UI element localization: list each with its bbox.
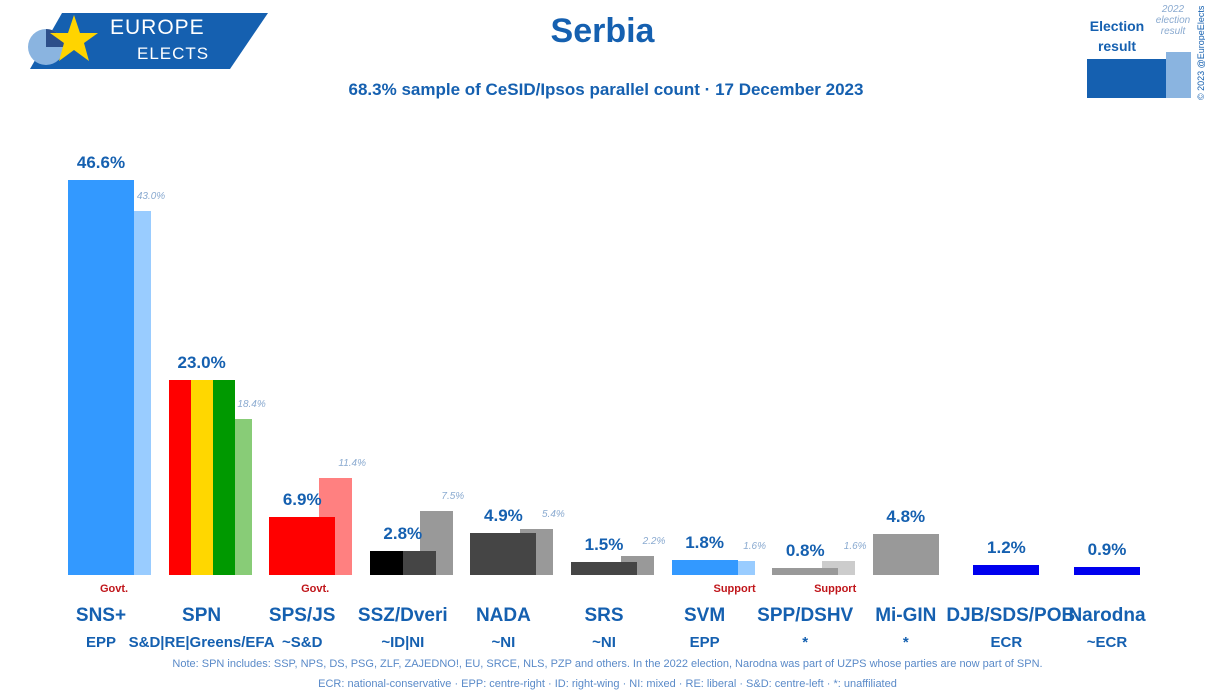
result-value-label: 2.8% [383,524,423,544]
party-name: SPP/DSHV [757,605,854,626]
party-name: SPN [182,605,222,626]
party-group: ~NI [592,634,616,651]
result-bar [190,380,213,575]
party-name: SNS+ [75,605,127,626]
previous-result-label: 5.4% [541,509,565,521]
result-bar [369,551,403,575]
party-group: * [902,634,909,651]
logo-text-europe: EUROPE [110,16,205,39]
footnote-groups: ECR: national-conservative · EPP: centre… [318,678,897,690]
previous-result-label: 7.5% [441,491,465,503]
logo-text-elects: ELECTS [137,44,210,63]
previous-result-label: 11.4% [338,458,366,470]
party-name: SSZ/Dveri [357,605,448,626]
legend-current-swatch [1087,59,1167,98]
party-group: S&D|RE|Greens/EFA [128,634,275,651]
previous-result-label: 43.0% [136,190,166,202]
result-bar [402,551,436,575]
chart-title: Serbia [550,12,655,50]
previous-result-label: 1.6% [843,541,867,553]
party-group: ~ID|NI [381,634,425,651]
result-value-label: 1.5% [584,535,624,555]
result-bar [269,516,336,575]
result-bar [872,534,939,575]
party-group: ~S&D [281,634,323,651]
result-bar [671,559,738,575]
party-status-label: Govt. [99,583,129,595]
party-name: Narodna [1068,605,1146,626]
result-value-label: 1.2% [987,537,1026,557]
logo-graphic [28,13,268,69]
previous-result-label: 1.6% [743,541,766,553]
party-status-label: Support [713,583,756,595]
result-value-label: 4.9% [484,506,523,526]
copyright: © 2023 @EuropeElects [1196,5,1205,100]
party-status-label: Govt. [301,583,330,595]
result-bar [973,564,1040,575]
result-value-label: 0.9% [1087,540,1127,560]
party-name: SVM [684,605,726,626]
result-value-label: 0.8% [785,541,825,561]
result-bar [772,568,839,575]
party-group: * [802,634,809,651]
legend-previous-swatch [1166,52,1191,98]
result-bar [68,180,134,575]
legend-current-label: Election result [1089,18,1145,54]
party-name: Mi-GIN [875,605,937,626]
result-bar [470,533,537,575]
result-bar [212,380,235,575]
previous-result-label: 18.4% [237,399,266,411]
party-name: SRS [584,605,624,626]
party-group: EPP [689,634,720,651]
chart-subtitle: 68.3% sample of CeSID/Ipsos parallel cou… [348,80,864,99]
result-bar [1074,567,1140,575]
result-value-label: 23.0% [177,353,226,373]
europe-elects-logo [22,13,268,69]
legend-previous-label: 2022 election result [1155,4,1191,37]
party-group: ~NI [491,634,516,651]
party-group: ~ECR [1086,634,1128,651]
party-group: ECR [990,634,1023,651]
result-value-label: 1.8% [685,532,724,552]
result-value-label: 4.8% [886,507,926,527]
previous-result-label: 2.2% [642,536,666,548]
footnote-spn: Note: SPN includes: SSP, NPS, DS, PSG, Z… [172,658,1043,670]
party-name: DJB/SDS/POB [946,605,1076,626]
result-bar [168,380,191,575]
result-value-label: 6.9% [282,489,322,509]
party-name: SPS/JS [268,605,336,626]
party-status-label: Support [814,583,857,595]
result-value-label: 46.6% [76,153,126,172]
party-name: NADA [475,605,531,626]
party-group: EPP [85,634,116,651]
result-bar [571,562,637,575]
